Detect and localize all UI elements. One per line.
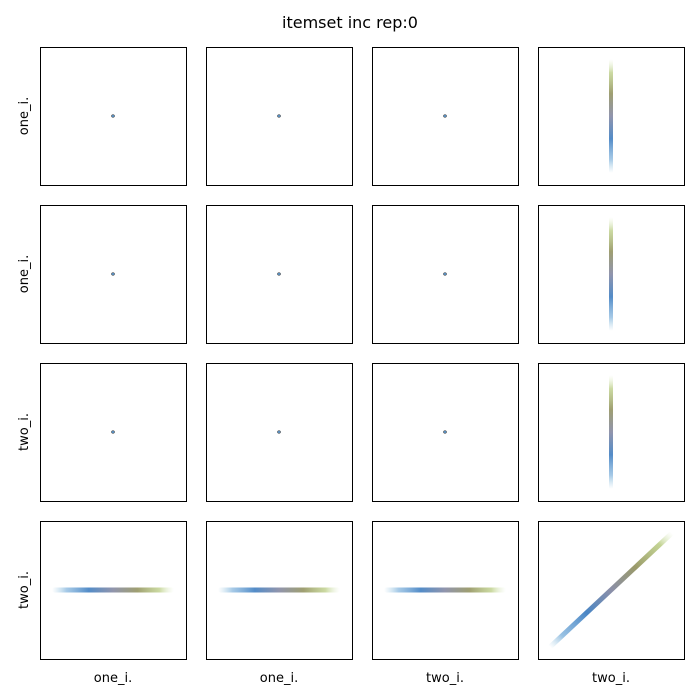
panel-r1-c1 xyxy=(40,47,187,186)
x-axis-label-col-4: two_i. xyxy=(592,671,630,686)
panel-frame xyxy=(40,47,187,186)
panel-r2-c2 xyxy=(206,205,353,344)
y-axis-label-row-3: two_i. xyxy=(17,413,32,451)
panel-r1-c2 xyxy=(206,47,353,186)
scatter-horizontal-band xyxy=(218,587,340,593)
scatter-point-cluster xyxy=(111,272,115,276)
scatter-point-cluster xyxy=(277,272,281,276)
y-axis-label-row-4: two_i. xyxy=(17,571,32,609)
scatter-point-cluster xyxy=(277,430,281,434)
panel-frame xyxy=(206,521,353,660)
scatter-diagonal-band xyxy=(547,530,675,650)
panel-frame xyxy=(538,47,685,186)
panel-r1-c4 xyxy=(538,47,685,186)
panel-r4-c1 xyxy=(40,521,187,660)
panel-r3-c4 xyxy=(538,363,685,502)
panel-frame xyxy=(372,205,519,344)
panel-frame xyxy=(538,205,685,344)
panel-frame xyxy=(40,205,187,344)
scatter-point-cluster xyxy=(443,114,447,118)
panel-r1-c3 xyxy=(372,47,519,186)
scatter-vertical-band xyxy=(609,59,613,173)
panel-frame xyxy=(538,363,685,502)
panel-frame xyxy=(372,47,519,186)
panel-frame xyxy=(40,521,187,660)
panel-r3-c2 xyxy=(206,363,353,502)
panel-frame xyxy=(40,363,187,502)
x-axis-label-col-3: two_i. xyxy=(426,671,464,686)
panel-r2-c3 xyxy=(372,205,519,344)
chart-title: itemset inc rep:0 xyxy=(282,13,418,32)
panel-r4-c3 xyxy=(372,521,519,660)
scatter-horizontal-band xyxy=(52,587,174,593)
scatter-point-cluster xyxy=(443,272,447,276)
panel-grid xyxy=(40,47,685,660)
y-axis-label-row-2: one_i. xyxy=(17,255,32,293)
panel-r4-c4 xyxy=(538,521,685,660)
panel-r2-c4 xyxy=(538,205,685,344)
panel-frame xyxy=(372,363,519,502)
x-axis-label-col-1: one_i. xyxy=(94,671,132,686)
scatter-vertical-band xyxy=(609,217,613,331)
panel-frame xyxy=(206,47,353,186)
panel-frame xyxy=(538,521,685,660)
x-axis-label-col-2: one_i. xyxy=(260,671,298,686)
scatter-point-cluster xyxy=(111,430,115,434)
scatter-vertical-band xyxy=(609,375,613,489)
scatter-point-cluster xyxy=(277,114,281,118)
panel-r4-c2 xyxy=(206,521,353,660)
panel-frame xyxy=(206,205,353,344)
panel-r2-c1 xyxy=(40,205,187,344)
panel-frame xyxy=(206,363,353,502)
scatter-horizontal-band xyxy=(384,587,506,593)
scatter-point-cluster xyxy=(443,430,447,434)
scatter-point-cluster xyxy=(111,114,115,118)
panel-r3-c1 xyxy=(40,363,187,502)
y-axis-label-row-1: one_i. xyxy=(17,97,32,135)
panel-r3-c3 xyxy=(372,363,519,502)
panel-frame xyxy=(372,521,519,660)
